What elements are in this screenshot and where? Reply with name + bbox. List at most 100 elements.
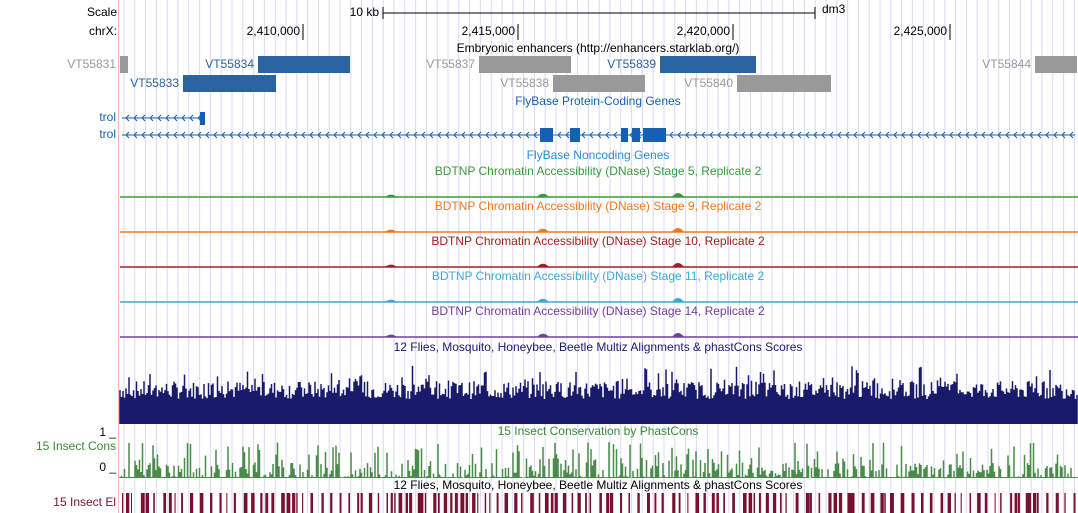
signal-peak [672,333,684,337]
enhancer-label: VT55840 [684,76,733,90]
strand-arrow [485,131,490,139]
strand-arrow [613,131,618,139]
strand-arrow [397,131,402,139]
strand-arrow [533,131,538,139]
strand-arrow [973,131,978,139]
strand-arrow [245,131,250,139]
signal-peak [385,229,397,232]
strand-arrow [829,131,834,139]
enhancer[interactable] [120,56,128,73]
strand-arrow [557,131,562,139]
conserved-elements [122,493,1076,513]
ruler-label: 2,415,000 [462,24,516,38]
strand-arrow [381,131,386,139]
strand-arrow [269,131,274,139]
strand-arrow [173,131,178,139]
strand-arrow [189,114,194,122]
strand-arrow [685,131,690,139]
signal-peak [537,263,549,267]
strand-arrow [141,114,146,122]
strand-arrow [901,131,906,139]
strand-arrow [373,131,378,139]
strand-arrow [293,131,298,139]
enhancer-label: VT55834 [205,57,254,71]
gene-label[interactable]: trol [99,110,116,124]
strand-arrow [965,131,970,139]
exon [621,128,628,142]
strand-arrow [957,131,962,139]
strand-arrow [917,131,922,139]
enhancer-label: VT55844 [982,57,1031,71]
strand-arrow [157,131,162,139]
strand-arrow [309,131,314,139]
enhancer[interactable] [183,75,276,92]
track-title: BDTNP Chromatin Accessibility (DNase) St… [435,164,762,178]
ruler-label: 2,420,000 [677,24,731,38]
strand-arrow [173,114,178,122]
signal-peak [537,333,549,337]
strand-arrow [909,131,914,139]
strand-arrow [205,131,210,139]
scale-label: Scale [87,5,117,19]
strand-arrow [709,131,714,139]
strand-arrow [677,131,682,139]
signal-peak [672,193,684,197]
conservation-signal [119,365,1078,424]
strand-arrow [501,131,506,139]
exon [200,112,205,125]
strand-arrow [773,131,778,139]
strand-arrow [1029,131,1034,139]
strand-arrow [413,131,418,139]
strand-arrow [477,131,482,139]
strand-arrow [581,131,586,139]
strand-arrow [1013,131,1018,139]
strand-arrow [277,131,282,139]
strand-arrow [589,131,594,139]
signal-peak [537,193,549,197]
axis-label: 0 _ [99,460,116,474]
strand-arrow [893,131,898,139]
assembly: dm3 [822,2,846,16]
strand-arrow [885,131,890,139]
exon [643,128,666,142]
strand-arrow [301,131,306,139]
strand-arrow [197,131,202,139]
strand-arrow [341,131,346,139]
strand-arrow [997,131,1002,139]
exon [570,128,580,142]
strand-arrow [125,131,130,139]
enhancer-label: VT55833 [130,76,179,90]
ruler-label: 2,425,000 [894,24,948,38]
strand-arrow [789,131,794,139]
enhancer[interactable] [553,75,645,92]
enhancer[interactable] [1035,56,1077,73]
strand-arrow [525,131,530,139]
strand-arrow [821,131,826,139]
signal-peak [672,228,684,232]
strand-arrow [597,131,602,139]
enhancer[interactable] [258,56,350,73]
enhancer[interactable] [660,56,756,73]
signal-peak [537,298,549,302]
side-label[interactable]: 15 Insect Cons [36,439,116,453]
signal-peak [537,228,549,232]
strand-arrow [925,131,930,139]
strand-arrow [189,131,194,139]
strand-arrow [989,131,994,139]
strand-arrow [869,131,874,139]
gene-label[interactable]: trol [99,127,116,141]
enhancer[interactable] [737,75,831,92]
strand-arrow [461,131,466,139]
phastcons-signal [119,442,1078,478]
chrom-label: chrX: [89,24,117,38]
track-title: FlyBase Noncoding Genes [527,148,670,162]
strand-arrow [861,131,866,139]
strand-arrow [1061,131,1066,139]
enhancer[interactable] [479,56,571,73]
strand-arrow [157,114,162,122]
strand-arrow [1045,131,1050,139]
scale-bar [382,7,816,19]
strand-arrow [365,131,370,139]
side-label[interactable]: 15 Insect El [53,495,116,509]
